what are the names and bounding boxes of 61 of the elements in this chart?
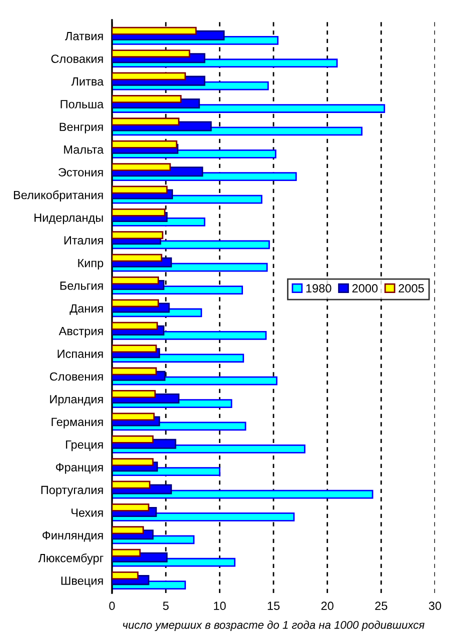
bar [112, 26, 197, 35]
y-tick-label: Нидерланды [34, 214, 103, 224]
y-tick-label: Дания [70, 304, 103, 315]
x-tick-label: 10 [214, 602, 226, 610]
bar [112, 50, 190, 58]
y-tick-label: Швеция [61, 576, 103, 588]
y-tick-label: Финляндия [42, 531, 103, 542]
y-tick-label: Германия [52, 418, 103, 428]
y-tick-label: Греция [66, 440, 103, 452]
bar [112, 367, 157, 376]
bar [112, 276, 159, 284]
y-tick-label: Венгрия [60, 122, 103, 134]
bar [112, 390, 156, 398]
y-tick-label: Кипр [78, 258, 104, 270]
bar [112, 208, 166, 216]
bar [112, 322, 158, 330]
x-tick-label: 0 [109, 602, 115, 610]
y-tick-label: Бельгия [60, 282, 103, 290]
bar [112, 254, 162, 262]
bar [112, 572, 139, 580]
legend-label: 2005 [398, 284, 424, 292]
y-tick-label: Чехия [72, 508, 103, 517]
bar [112, 140, 178, 148]
bar [112, 94, 182, 103]
y-tick-label: Франция [56, 463, 103, 474]
y-tick-label: Италия [64, 236, 103, 245]
y-tick-label: Словения [50, 372, 103, 381]
y-tick-label: Польша [60, 100, 104, 108]
x-axis-title: число умерших в возрасте до 1 года на 1000 родившихся [123, 620, 424, 632]
bar [112, 344, 157, 353]
bar [112, 186, 168, 194]
bar [112, 435, 154, 444]
bar [112, 118, 180, 126]
x-tick-label: 20 [321, 602, 334, 610]
bar [112, 299, 159, 308]
x-tick-label: 25 [375, 602, 388, 610]
x-tick-label: 30 [428, 602, 442, 610]
y-tick-label: Великобритания [14, 190, 103, 202]
bar [112, 526, 144, 534]
x-tick-label: 5 [163, 602, 169, 610]
bar [112, 548, 141, 557]
legend-label: 2000 [352, 284, 378, 292]
y-tick-label: Португалия [41, 486, 103, 496]
bar [112, 412, 155, 421]
x-tick-label: 15 [268, 602, 280, 610]
bar [112, 231, 164, 240]
y-tick-label: Австрия [58, 327, 103, 338]
legend-label: 1980 [306, 284, 332, 292]
y-tick-label: Эстония [58, 168, 103, 176]
y-tick-label: Литва [71, 77, 104, 86]
y-tick-label: Испания [58, 350, 103, 358]
y-tick-label: Латвия [65, 32, 103, 40]
y-tick-label: Мальта [64, 146, 104, 154]
bar [112, 72, 186, 80]
y-tick-label: Словакия [51, 54, 103, 63]
bar [112, 480, 150, 489]
bar [112, 163, 171, 172]
bar [112, 503, 150, 512]
bar [112, 458, 154, 466]
y-tick-label: Ирландия [50, 395, 103, 406]
y-tick-label: Люксембург [38, 553, 104, 565]
